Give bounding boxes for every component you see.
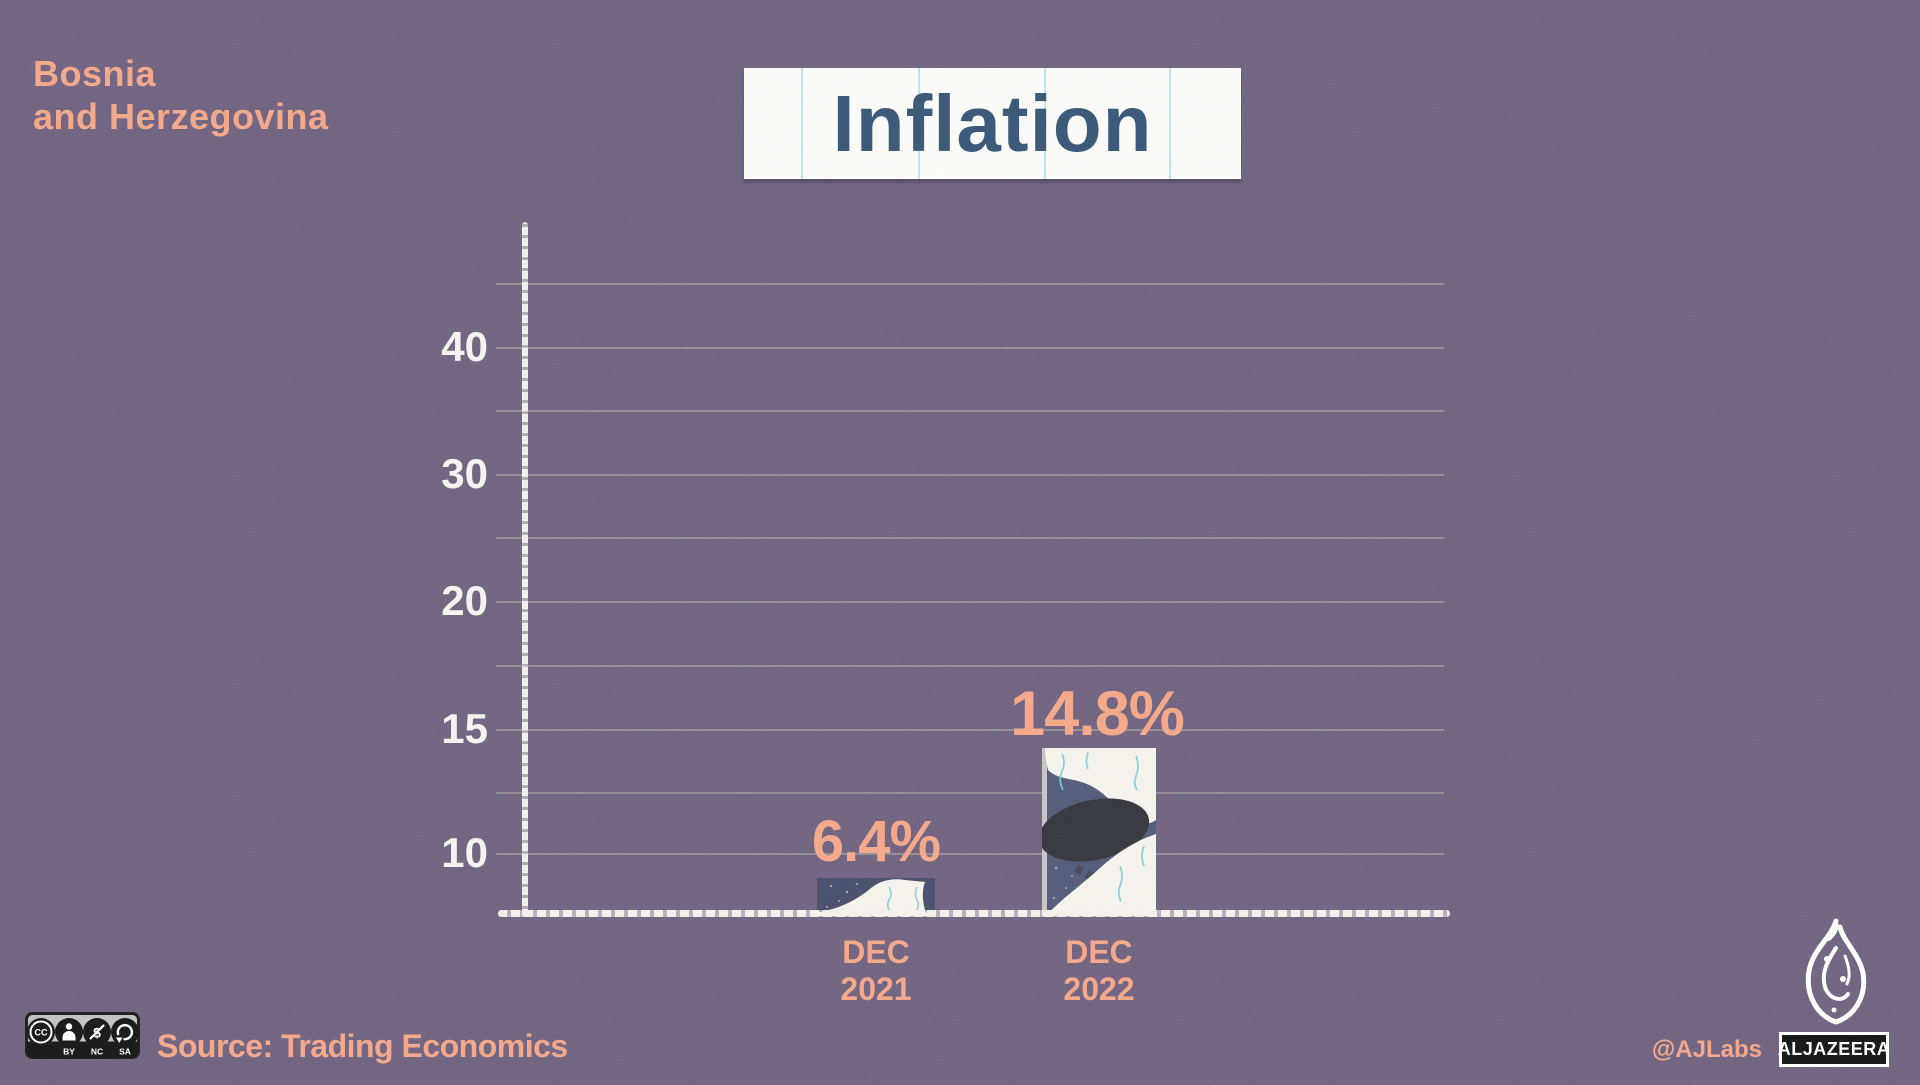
- page-title: Inflation: [832, 78, 1153, 168]
- x-axis-label-dec-2022: DEC 2022: [989, 934, 1209, 1008]
- x-axis-label-dec-2021: DEC 2021: [766, 934, 986, 1008]
- y-axis-tick-label: 30: [441, 450, 488, 497]
- y-axis-tick-label: 20: [441, 577, 488, 624]
- gridline: [496, 729, 1444, 731]
- x-label-line: DEC: [1065, 934, 1133, 970]
- gridline: [496, 410, 1444, 412]
- gridline: [496, 537, 1444, 539]
- cc-nc-label: NC: [91, 1047, 103, 1057]
- value-label-dec-2022: 14.8%: [1010, 679, 1185, 749]
- ajlabs-credit: @AJLabs: [1651, 1036, 1762, 1063]
- al-jazeera-flame-icon: [1805, 918, 1867, 1025]
- gridline: [496, 792, 1444, 794]
- source-credit: Source: Trading Economics: [157, 1028, 568, 1064]
- y-axis-line: [522, 222, 528, 917]
- cc-icon-label: CC: [35, 1028, 48, 1038]
- bar-texture: [1042, 748, 1156, 916]
- cc-sa-label: SA: [119, 1047, 131, 1057]
- paper-line: [1169, 68, 1171, 179]
- al-jazeera-wordmark: ALJAZEERA: [1777, 1032, 1891, 1067]
- cc-by-label: BY: [63, 1047, 75, 1057]
- y-axis-tick-label: 10: [441, 829, 488, 876]
- al-jazeera-flame-logo: [1797, 918, 1875, 1031]
- x-label-line: DEC: [842, 934, 910, 970]
- y-axis-tick-label: 40: [441, 323, 488, 370]
- bar-dec-2022: [1042, 748, 1156, 916]
- cc-license-icon: CC $ BY NC SA: [25, 1012, 140, 1059]
- gridline: [496, 665, 1444, 667]
- value-label-dec-2021: 6.4%: [811, 809, 941, 874]
- y-axis-tick-label: 15: [441, 705, 488, 752]
- gridline: [496, 601, 1444, 603]
- creative-commons-badge: CC $ BY NC SA: [25, 1012, 140, 1064]
- paper-line: [801, 68, 803, 179]
- x-label-line: 2021: [840, 971, 912, 1007]
- gridline: [496, 347, 1444, 349]
- gridline: [496, 474, 1444, 476]
- title-card: Inflation: [744, 68, 1241, 179]
- country-label-line2: and Herzegovina: [33, 96, 329, 137]
- gridline: [496, 283, 1444, 285]
- brand-label: ALJAZEERA: [1777, 1039, 1891, 1059]
- country-label: Bosnia and Herzegovina: [33, 52, 329, 138]
- x-axis-line: [498, 910, 1450, 917]
- x-label-line: 2022: [1063, 971, 1135, 1007]
- country-label-line1: Bosnia: [33, 53, 157, 94]
